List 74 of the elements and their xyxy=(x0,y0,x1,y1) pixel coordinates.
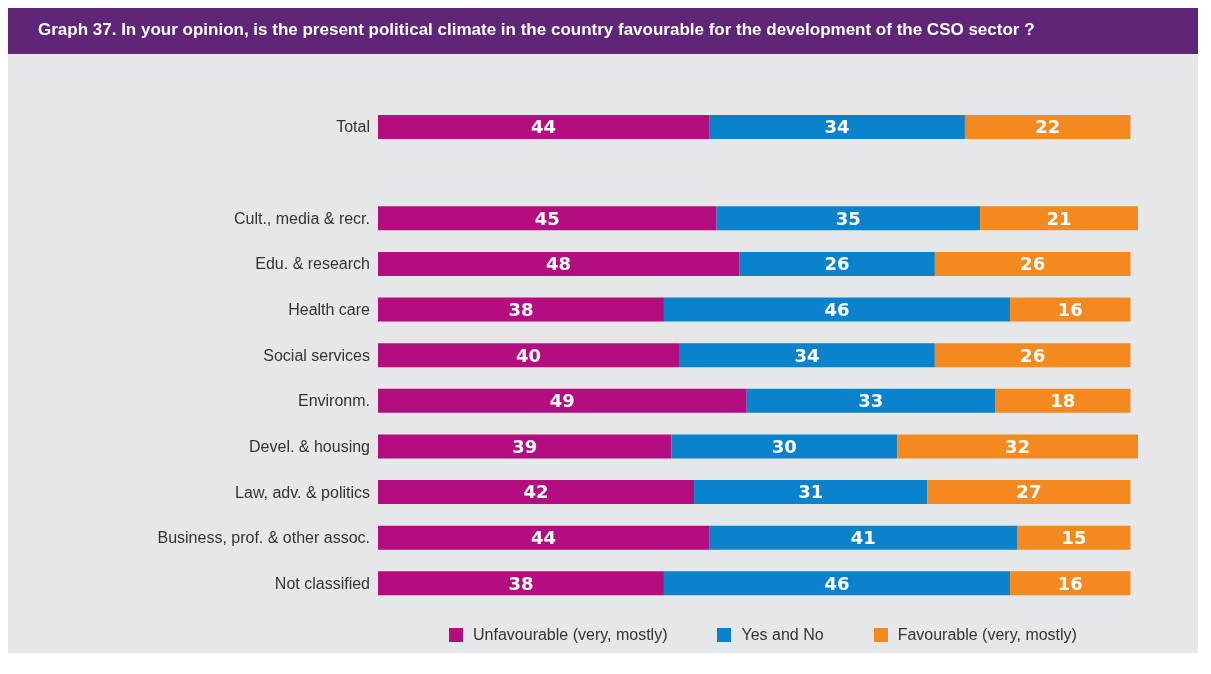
chart-title: Graph 37. In your opinion, is the present political climate in the country favourable for the development of the CSO sector ? xyxy=(8,8,1198,54)
y-tick-label: Devel. & housing xyxy=(249,437,370,455)
bar xyxy=(897,434,1138,459)
y-tick-label: Health care xyxy=(288,301,371,319)
bar xyxy=(378,343,679,368)
y-tick-label: Social services xyxy=(263,346,370,364)
data-label: 16 xyxy=(1057,298,1083,320)
data-label: 16 xyxy=(1057,572,1083,594)
data-label: 15 xyxy=(1061,527,1087,549)
bar xyxy=(663,297,1011,322)
bar xyxy=(1017,525,1131,550)
bar xyxy=(927,480,1131,505)
data-label: 48 xyxy=(546,253,572,275)
bar xyxy=(378,480,695,505)
y-tick-label: Law, adv. & politics xyxy=(235,483,370,501)
data-label: 27 xyxy=(1016,481,1042,503)
data-label: 49 xyxy=(549,390,575,412)
bar xyxy=(678,343,935,368)
data-label: 38 xyxy=(508,572,534,594)
data-label: 45 xyxy=(534,207,560,229)
bar xyxy=(709,115,965,139)
y-tick-label: Edu. & research xyxy=(255,255,370,273)
y-tick-label: Cult., media & recr. xyxy=(233,209,370,227)
data-label: 46 xyxy=(824,572,850,594)
bar xyxy=(378,434,672,459)
bar xyxy=(378,297,664,322)
data-label: 26 xyxy=(824,253,850,275)
data-label: 35 xyxy=(835,207,861,229)
data-label: 40 xyxy=(515,344,542,366)
bar xyxy=(378,251,740,276)
data-label: 26 xyxy=(1020,253,1046,275)
data-label: 22 xyxy=(1035,116,1061,138)
data-label: 18 xyxy=(1050,390,1076,412)
bar xyxy=(964,115,1131,139)
data-label: 31 xyxy=(798,481,824,503)
bar xyxy=(378,206,717,231)
data-label: 44 xyxy=(531,116,557,138)
y-tick-label: Not classified xyxy=(274,574,370,592)
data-label: 34 xyxy=(824,116,850,138)
data-label: 32 xyxy=(1005,435,1031,457)
bar xyxy=(378,115,710,139)
data-label: 21 xyxy=(1046,207,1072,229)
bar xyxy=(1010,571,1131,596)
bar xyxy=(709,525,1018,550)
data-label: 26 xyxy=(1020,344,1046,366)
bar xyxy=(694,480,928,505)
bar xyxy=(746,388,996,413)
bar xyxy=(378,571,664,596)
y-tick-label: Environm. xyxy=(297,392,370,410)
data-label: 41 xyxy=(850,527,876,549)
y-tick-label: Business, prof. & other assoc. xyxy=(157,529,370,547)
data-label: 33 xyxy=(858,390,884,412)
bar xyxy=(934,343,1131,368)
bar xyxy=(1010,297,1131,322)
legend-label: Yes and No xyxy=(741,626,824,644)
bar xyxy=(739,251,935,276)
data-label: 30 xyxy=(771,435,797,457)
bar xyxy=(934,251,1131,276)
y-tick-label: Total xyxy=(336,118,370,136)
bar xyxy=(663,571,1011,596)
data-label: 46 xyxy=(824,298,850,320)
data-label: 38 xyxy=(508,298,534,320)
data-label: 42 xyxy=(523,481,549,503)
data-label: 34 xyxy=(794,344,820,366)
bar xyxy=(671,434,898,459)
bar xyxy=(716,206,980,231)
legend-label: Favourable (very, mostly) xyxy=(897,626,1077,644)
legend-label: Unfavourable (very, mostly) xyxy=(473,626,668,644)
bar xyxy=(979,206,1138,231)
data-label: 44 xyxy=(531,527,557,549)
bar xyxy=(995,388,1131,413)
bar xyxy=(378,388,747,413)
data-label: 39 xyxy=(512,435,538,457)
bar xyxy=(378,525,710,550)
